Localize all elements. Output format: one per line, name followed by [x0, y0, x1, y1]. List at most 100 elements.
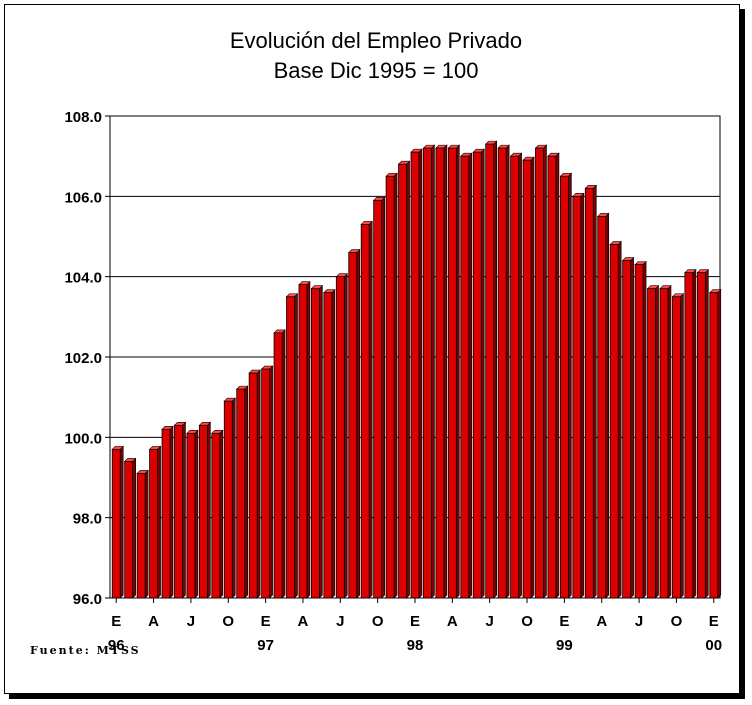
- bar-side: [256, 369, 261, 599]
- bar-side: [518, 152, 522, 599]
- bar-front: [497, 147, 507, 599]
- y-tick-label: 102.0: [64, 350, 102, 367]
- bar: [248, 369, 261, 599]
- bar-front: [485, 143, 495, 599]
- bar-front: [672, 296, 681, 599]
- bar-front: [335, 276, 345, 599]
- bar-side: [617, 240, 622, 599]
- bar: [123, 457, 137, 599]
- bar: [572, 192, 585, 599]
- x-tick-label: O: [521, 613, 533, 630]
- x-tick-label: E: [559, 613, 569, 630]
- bar: [460, 152, 473, 599]
- bar: [559, 172, 573, 599]
- bar: [684, 268, 697, 599]
- bar-front: [659, 288, 669, 599]
- x-tick-label: O: [671, 613, 683, 630]
- bar: [709, 289, 722, 599]
- bar-side: [144, 469, 149, 599]
- bar-side: [119, 445, 124, 599]
- bar-side: [219, 429, 224, 599]
- bar: [323, 289, 336, 599]
- y-tick-label: 108.0: [64, 109, 102, 126]
- bar-front: [236, 388, 246, 599]
- bar-front: [286, 296, 295, 599]
- chart-title: Evolución del Empleo Privado: [229, 28, 523, 53]
- bar-front: [211, 432, 221, 599]
- bar: [659, 284, 672, 599]
- x-tick-label: E: [709, 613, 719, 630]
- bar-front: [186, 432, 196, 599]
- year-label: 99: [556, 637, 573, 654]
- bar-front: [298, 284, 308, 599]
- bar: [584, 184, 598, 599]
- bar-front: [634, 264, 644, 599]
- bar-side: [306, 280, 311, 599]
- bar-side: [493, 140, 497, 599]
- bar-front: [559, 175, 569, 599]
- bar: [522, 156, 535, 599]
- chart-subtitle: Base Dic 1995 = 100: [273, 58, 479, 83]
- bar-side: [182, 421, 186, 599]
- bar: [484, 140, 498, 599]
- bar: [372, 196, 386, 599]
- bar: [360, 220, 373, 599]
- bar: [534, 144, 548, 599]
- bar: [472, 148, 485, 599]
- bar-front: [535, 147, 544, 599]
- bar: [173, 421, 187, 599]
- bar-front: [398, 163, 407, 599]
- bar-front: [261, 368, 271, 599]
- bar-side: [231, 397, 236, 599]
- bar-front: [174, 424, 183, 599]
- bar: [348, 248, 361, 599]
- bar-side: [418, 148, 423, 599]
- bar-front: [510, 155, 519, 599]
- bar-front: [373, 199, 383, 599]
- bar-side: [331, 289, 336, 599]
- bar-side: [630, 256, 634, 599]
- bar-front: [472, 151, 482, 599]
- bar: [696, 268, 710, 599]
- bar-side: [194, 429, 199, 599]
- bar: [198, 421, 212, 599]
- bar-side: [543, 144, 547, 599]
- bar: [273, 329, 286, 599]
- x-tick-label: A: [447, 613, 458, 630]
- x-tick-label: J: [486, 613, 494, 630]
- bar-side: [480, 148, 485, 599]
- bar: [435, 144, 448, 599]
- bar-front: [609, 244, 619, 599]
- bar: [447, 144, 461, 599]
- bar-front: [622, 260, 632, 599]
- bar-side: [680, 293, 684, 599]
- bar-front: [124, 461, 134, 599]
- bar: [148, 445, 162, 599]
- bar-front: [684, 272, 694, 599]
- bar-side: [368, 220, 373, 599]
- bar-side: [431, 144, 435, 599]
- bar-side: [568, 172, 572, 599]
- year-label: 97: [257, 637, 274, 654]
- bar-front: [709, 292, 719, 599]
- bar-side: [468, 152, 473, 599]
- x-tick-label: A: [148, 613, 159, 630]
- bar-side: [244, 385, 249, 599]
- source-note: Fuente: MTSS: [30, 644, 141, 657]
- bar: [671, 293, 685, 599]
- bar: [547, 152, 560, 599]
- bar-front: [360, 224, 370, 599]
- bar-side: [381, 196, 385, 599]
- bar-side: [717, 289, 722, 599]
- y-tick-label: 100.0: [64, 430, 102, 447]
- bar-side: [443, 144, 448, 599]
- bar-front: [696, 272, 706, 599]
- bar-side: [505, 144, 510, 599]
- bar-side: [319, 284, 323, 599]
- x-tick-label: E: [111, 613, 121, 630]
- bar-front: [323, 292, 333, 599]
- bar-front: [111, 448, 121, 599]
- bar-side: [294, 293, 298, 599]
- bar-front: [460, 155, 470, 599]
